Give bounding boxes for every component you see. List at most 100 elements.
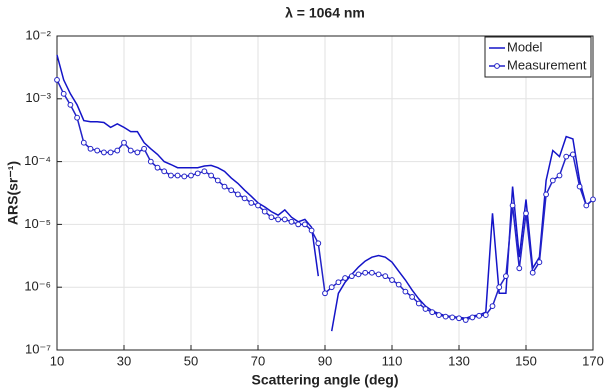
data-point [375, 271, 382, 278]
x-axis-label: Scattering angle (deg) [251, 372, 398, 388]
data-point [288, 218, 295, 225]
data-point [549, 177, 556, 184]
y-tick-label: 10⁻⁶ [24, 279, 51, 294]
data-point [570, 151, 576, 158]
data-point [362, 269, 369, 276]
data-point [496, 284, 503, 291]
data-point [415, 300, 422, 307]
data-point [342, 275, 349, 281]
data-point [503, 273, 509, 280]
data-point [121, 139, 127, 146]
x-tick-label: 50 [184, 353, 198, 368]
data-point [382, 273, 389, 280]
x-tick-label: 90 [318, 353, 332, 368]
y-tick-label: 10⁻³ [25, 90, 51, 105]
data-point [228, 187, 235, 194]
data-point [509, 202, 516, 209]
data-point [322, 290, 328, 297]
data-point [422, 306, 429, 312]
data-point [154, 164, 161, 171]
x-tick-label: 70 [251, 353, 265, 368]
data-point [181, 173, 188, 180]
data-point [248, 199, 255, 206]
data-point [583, 202, 590, 209]
data-point [389, 277, 395, 283]
x-tick-label: 10 [50, 353, 64, 368]
x-tick-label: 110 [382, 353, 403, 368]
data-point [127, 147, 134, 154]
legend-marker [494, 63, 500, 69]
data-point [302, 221, 308, 228]
legend-box [484, 36, 592, 78]
data-point [348, 273, 355, 280]
data-point [147, 158, 154, 165]
legend-label: Model [507, 39, 543, 54]
legend: Model Measurement [484, 36, 592, 78]
data-point [188, 172, 194, 179]
data-point [543, 191, 549, 198]
y-tick-label: 10⁻⁷ [25, 341, 51, 356]
data-point [590, 196, 596, 203]
x-tick-label: 130 [448, 353, 470, 368]
data-point [308, 227, 315, 234]
plot-frame [56, 35, 594, 351]
data-point [168, 172, 174, 179]
data-point [107, 149, 114, 156]
data-point [114, 147, 121, 154]
y-axis-label: ARS(sr⁻¹) [5, 161, 21, 225]
data-point [402, 288, 409, 295]
data-point [201, 168, 208, 175]
data-point [141, 145, 148, 152]
y-tick-label: 10⁻² [25, 27, 51, 42]
data-point [87, 145, 94, 152]
series-line [56, 54, 594, 332]
data-point [94, 147, 101, 154]
data-point [315, 240, 322, 247]
y-tick-label: 10⁻⁴ [24, 153, 51, 168]
data-point [161, 168, 168, 175]
legend-label: Measurement [507, 57, 587, 72]
y-tick-label: 10⁻⁵ [24, 216, 51, 231]
data-point [134, 149, 141, 156]
x-tick-label: 150 [515, 353, 537, 368]
x-tick-label: 170 [582, 353, 604, 368]
data-point [255, 202, 261, 209]
data-point [523, 210, 529, 217]
data-point [74, 114, 80, 121]
data-point [355, 271, 362, 278]
data-point [221, 183, 228, 190]
data-point [335, 279, 342, 286]
data-point [214, 177, 221, 184]
data-point [516, 265, 523, 272]
data-point [281, 216, 288, 223]
data-point [449, 314, 456, 321]
data-point [395, 281, 402, 288]
data-point [529, 269, 536, 276]
x-tick-label: 30 [117, 353, 131, 368]
chart-title: λ = 1064 nm [285, 5, 365, 21]
data-point [275, 216, 282, 223]
data-point [328, 284, 335, 291]
data-point [489, 303, 496, 310]
data-point [409, 294, 416, 300]
data-point [576, 183, 583, 190]
data-point [442, 313, 449, 320]
data-point [556, 172, 563, 179]
data-point [54, 76, 60, 83]
data-point [369, 269, 375, 276]
data-point [295, 221, 302, 228]
data-point [476, 312, 483, 319]
data-point [563, 153, 570, 160]
data-point [241, 195, 248, 202]
data-point [482, 312, 489, 318]
data-point [469, 314, 476, 321]
data-point [462, 317, 469, 323]
data-point [60, 90, 67, 97]
data-point [456, 315, 462, 322]
data-point [268, 214, 275, 221]
data-point [536, 259, 543, 266]
data-point [80, 139, 87, 146]
data-point [429, 309, 436, 316]
